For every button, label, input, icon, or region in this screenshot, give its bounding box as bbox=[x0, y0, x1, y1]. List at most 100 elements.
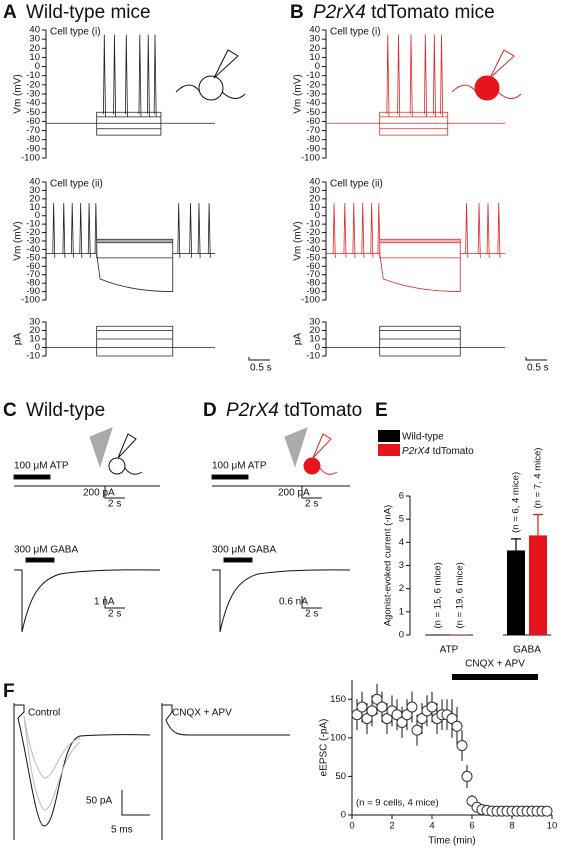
y-tick-label: -60 bbox=[26, 116, 40, 127]
trace bbox=[326, 34, 505, 136]
annotation: Cell type (i) bbox=[330, 27, 381, 38]
y-tick-label: 30 bbox=[29, 317, 40, 328]
y-tick-label: -80 bbox=[306, 134, 320, 145]
y-axis-label: Vm (mV) bbox=[13, 74, 24, 113]
drug-bar bbox=[25, 557, 55, 563]
scale-label: 0.5 s bbox=[250, 363, 272, 374]
scale-bar bbox=[104, 596, 125, 609]
y-tick-label: 20 bbox=[29, 43, 40, 54]
scale-label: 2 s bbox=[305, 609, 318, 620]
n-label: (n = 19, 6 mice) bbox=[455, 562, 466, 628]
y-tick-label: 40 bbox=[29, 25, 40, 36]
annotation: Cell type (ii) bbox=[50, 179, 103, 190]
y-tick-label: -60 bbox=[306, 261, 320, 272]
panel-title: Wild-type bbox=[26, 400, 105, 421]
annotation: (n = 9 cells, 4 mice) bbox=[356, 798, 439, 809]
panel-title: P2rX4 tdTomato bbox=[226, 400, 362, 421]
y-axis-label: pA bbox=[293, 333, 304, 346]
data-point bbox=[361, 713, 373, 725]
drug-bar bbox=[452, 674, 538, 680]
x-tick-label: 6 bbox=[469, 821, 474, 832]
data-point bbox=[426, 701, 438, 713]
error-bar bbox=[511, 538, 521, 551]
y-tick-label: 30 bbox=[29, 34, 40, 45]
y-tick-label: -90 bbox=[306, 286, 320, 297]
legend-label: P2rX4 tdTomato bbox=[402, 446, 474, 457]
panel-label: F bbox=[3, 681, 15, 702]
y-tick-label: 5 bbox=[399, 514, 404, 525]
y-tick-label: -50 bbox=[26, 107, 40, 118]
y-tick-label: 3 bbox=[399, 560, 404, 571]
y-tick-label: 10 bbox=[309, 52, 320, 63]
y-tick-label: 150 bbox=[330, 694, 346, 705]
y-tick-label: 0 bbox=[341, 810, 346, 821]
y-tick-label: -100 bbox=[21, 153, 40, 164]
drug-bar bbox=[223, 557, 253, 563]
y-tick-label: -30 bbox=[26, 89, 40, 100]
bar bbox=[529, 535, 547, 635]
scale-label: 5 ms bbox=[111, 825, 133, 836]
y-tick-label: -10 bbox=[306, 351, 320, 362]
scale-label: 200 pA bbox=[83, 488, 115, 499]
cell-icon bbox=[198, 75, 224, 101]
trace-label: CNQX + APV bbox=[172, 708, 232, 719]
y-tick-label: 30 bbox=[309, 185, 320, 196]
cell-icon bbox=[303, 457, 321, 475]
y-tick-label: 1 bbox=[399, 606, 404, 617]
trace bbox=[326, 203, 505, 292]
panel-title: Wild-type mice bbox=[26, 2, 151, 23]
scale-bar bbox=[248, 357, 270, 361]
y-tick-label: 0 bbox=[315, 61, 320, 72]
epsc-trace bbox=[13, 703, 151, 840]
data-point bbox=[371, 693, 383, 705]
data-point bbox=[366, 705, 378, 717]
n-label: (n = 6, 4 mice) bbox=[511, 472, 522, 533]
scale-label: 1 nA bbox=[94, 597, 115, 608]
data-point bbox=[411, 724, 423, 736]
scale-bar bbox=[301, 596, 322, 609]
scale-label: 2 s bbox=[305, 499, 318, 510]
x-tick-label: 10 bbox=[547, 821, 558, 832]
y-tick-label: -50 bbox=[306, 107, 320, 118]
panel-label: E bbox=[375, 400, 388, 421]
data-point bbox=[446, 713, 458, 725]
y-tick-label: 20 bbox=[309, 193, 320, 204]
cell-icon bbox=[175, 49, 246, 99]
panel-label: A bbox=[3, 2, 17, 23]
scale-bar bbox=[104, 486, 125, 499]
drug-label: 300 μM GABA bbox=[14, 545, 78, 556]
puffer-icon bbox=[284, 427, 308, 468]
data-point bbox=[416, 713, 428, 725]
n-label: (n = 7, 4 mice) bbox=[533, 448, 544, 509]
y-tick-label: -70 bbox=[306, 125, 320, 136]
y-tick-label: -10 bbox=[26, 219, 40, 230]
y-tick-label: -80 bbox=[26, 278, 40, 289]
x-tick-label: 4 bbox=[429, 821, 434, 832]
y-tick-label: -40 bbox=[26, 244, 40, 255]
cell-icon bbox=[108, 457, 126, 475]
decorations bbox=[13, 49, 547, 840]
legend-label: Wild-type bbox=[402, 432, 444, 443]
x-tick-label: ATP bbox=[440, 645, 459, 656]
legend-swatch bbox=[378, 430, 400, 442]
error-bar bbox=[533, 513, 543, 536]
y-axis-label: pA bbox=[13, 333, 24, 346]
y-tick-label: -70 bbox=[26, 269, 40, 280]
scale-label: 200 pA bbox=[278, 488, 310, 499]
data-point bbox=[351, 709, 363, 721]
trace bbox=[46, 34, 215, 136]
epsc-trace-trials bbox=[23, 715, 81, 811]
y-tick-label: -70 bbox=[306, 269, 320, 280]
scale-label: 0.5 s bbox=[527, 363, 549, 374]
y-tick-label: 100 bbox=[330, 732, 346, 743]
data-point bbox=[406, 701, 418, 713]
y-tick-label: -90 bbox=[26, 143, 40, 154]
epsc-trace bbox=[161, 703, 290, 840]
scale-label: 50 pA bbox=[86, 796, 112, 807]
trace-label: Control bbox=[28, 708, 60, 719]
y-tick-label: -20 bbox=[306, 227, 320, 238]
y-tick-label: 30 bbox=[29, 185, 40, 196]
y-axis-label: Vm (mV) bbox=[293, 74, 304, 113]
